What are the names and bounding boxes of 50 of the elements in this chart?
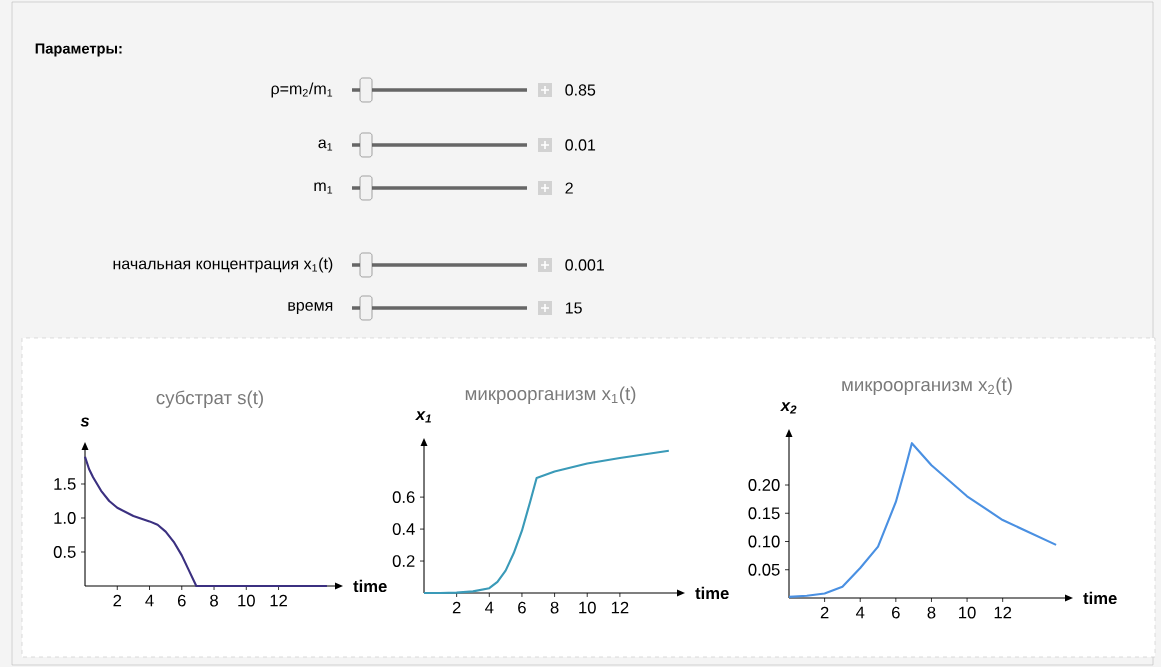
x-tick-label: 12	[611, 601, 629, 614]
y-tick-label: 1.5	[54, 478, 76, 490]
y-axis-title: x$_{2}$	[780, 402, 797, 414]
chart-title: микроорганизм x$_{1}$(t)	[465, 386, 636, 404]
x-tick-label: 2	[113, 594, 122, 607]
text: 0.85	[565, 84, 596, 96]
x-tick-label: 10	[959, 606, 976, 619]
y-axis-title: x$_{1}$	[415, 411, 431, 423]
text: 0.001	[565, 259, 604, 271]
x-axis-title: time	[353, 579, 387, 593]
x-axis-title: time	[695, 586, 729, 600]
text: a$_{1}$	[318, 139, 333, 151]
x-tick-label: 4	[855, 606, 865, 619]
y-tick-label: 0.15	[748, 507, 780, 520]
x-tick-label: 12	[994, 606, 1012, 619]
x-tick-label: 12	[270, 594, 287, 607]
text: время	[288, 302, 333, 314]
y-tick-label: 0.05	[748, 563, 780, 576]
chart-title: субстрат s(t)	[156, 390, 263, 408]
chart-title: микроорганизм x$_{2}$(t)	[842, 377, 1012, 395]
x-tick-label: 6	[892, 606, 900, 619]
x-tick-label: 8	[927, 606, 936, 619]
text: 2	[565, 182, 573, 194]
x-tick-label: 8	[550, 601, 559, 614]
y-tick-label: 0.20	[748, 479, 780, 491]
y-tick-label: 0.4	[392, 523, 415, 535]
x-tick-label: 10	[238, 594, 255, 607]
x-axis-title: time	[1083, 591, 1117, 605]
text: ρ=m$_{2}$/m$_{1}$	[271, 82, 333, 98]
y-tick-label: 0.5	[53, 546, 76, 558]
x-tick-label: 8	[210, 594, 218, 607]
x-tick-label: 4	[485, 601, 494, 614]
text: m$_{1}$	[314, 182, 333, 194]
y-tick-label: 0.10	[748, 535, 780, 548]
line-series	[787, 442, 1058, 598]
text: 15	[565, 302, 582, 314]
x-tick-label: 2	[820, 606, 829, 619]
x-tick-label: 6	[177, 594, 186, 607]
x-tick-label: 2	[452, 601, 461, 614]
y-tick-label: 1.0	[54, 512, 76, 524]
x-tick-label: 6	[518, 601, 526, 614]
text: начальная концентрация x$_{1}$(t)	[113, 257, 333, 273]
y-axis-title: s	[80, 417, 90, 427]
text: Параметры:	[35, 43, 122, 57]
y-tick-label: 0.2	[392, 555, 415, 567]
line-series	[422, 449, 670, 595]
text: 0.01	[565, 139, 596, 151]
x-tick-label: 4	[145, 594, 154, 607]
y-tick-label: 0.6	[392, 491, 415, 504]
x-tick-label: 10	[579, 601, 596, 614]
